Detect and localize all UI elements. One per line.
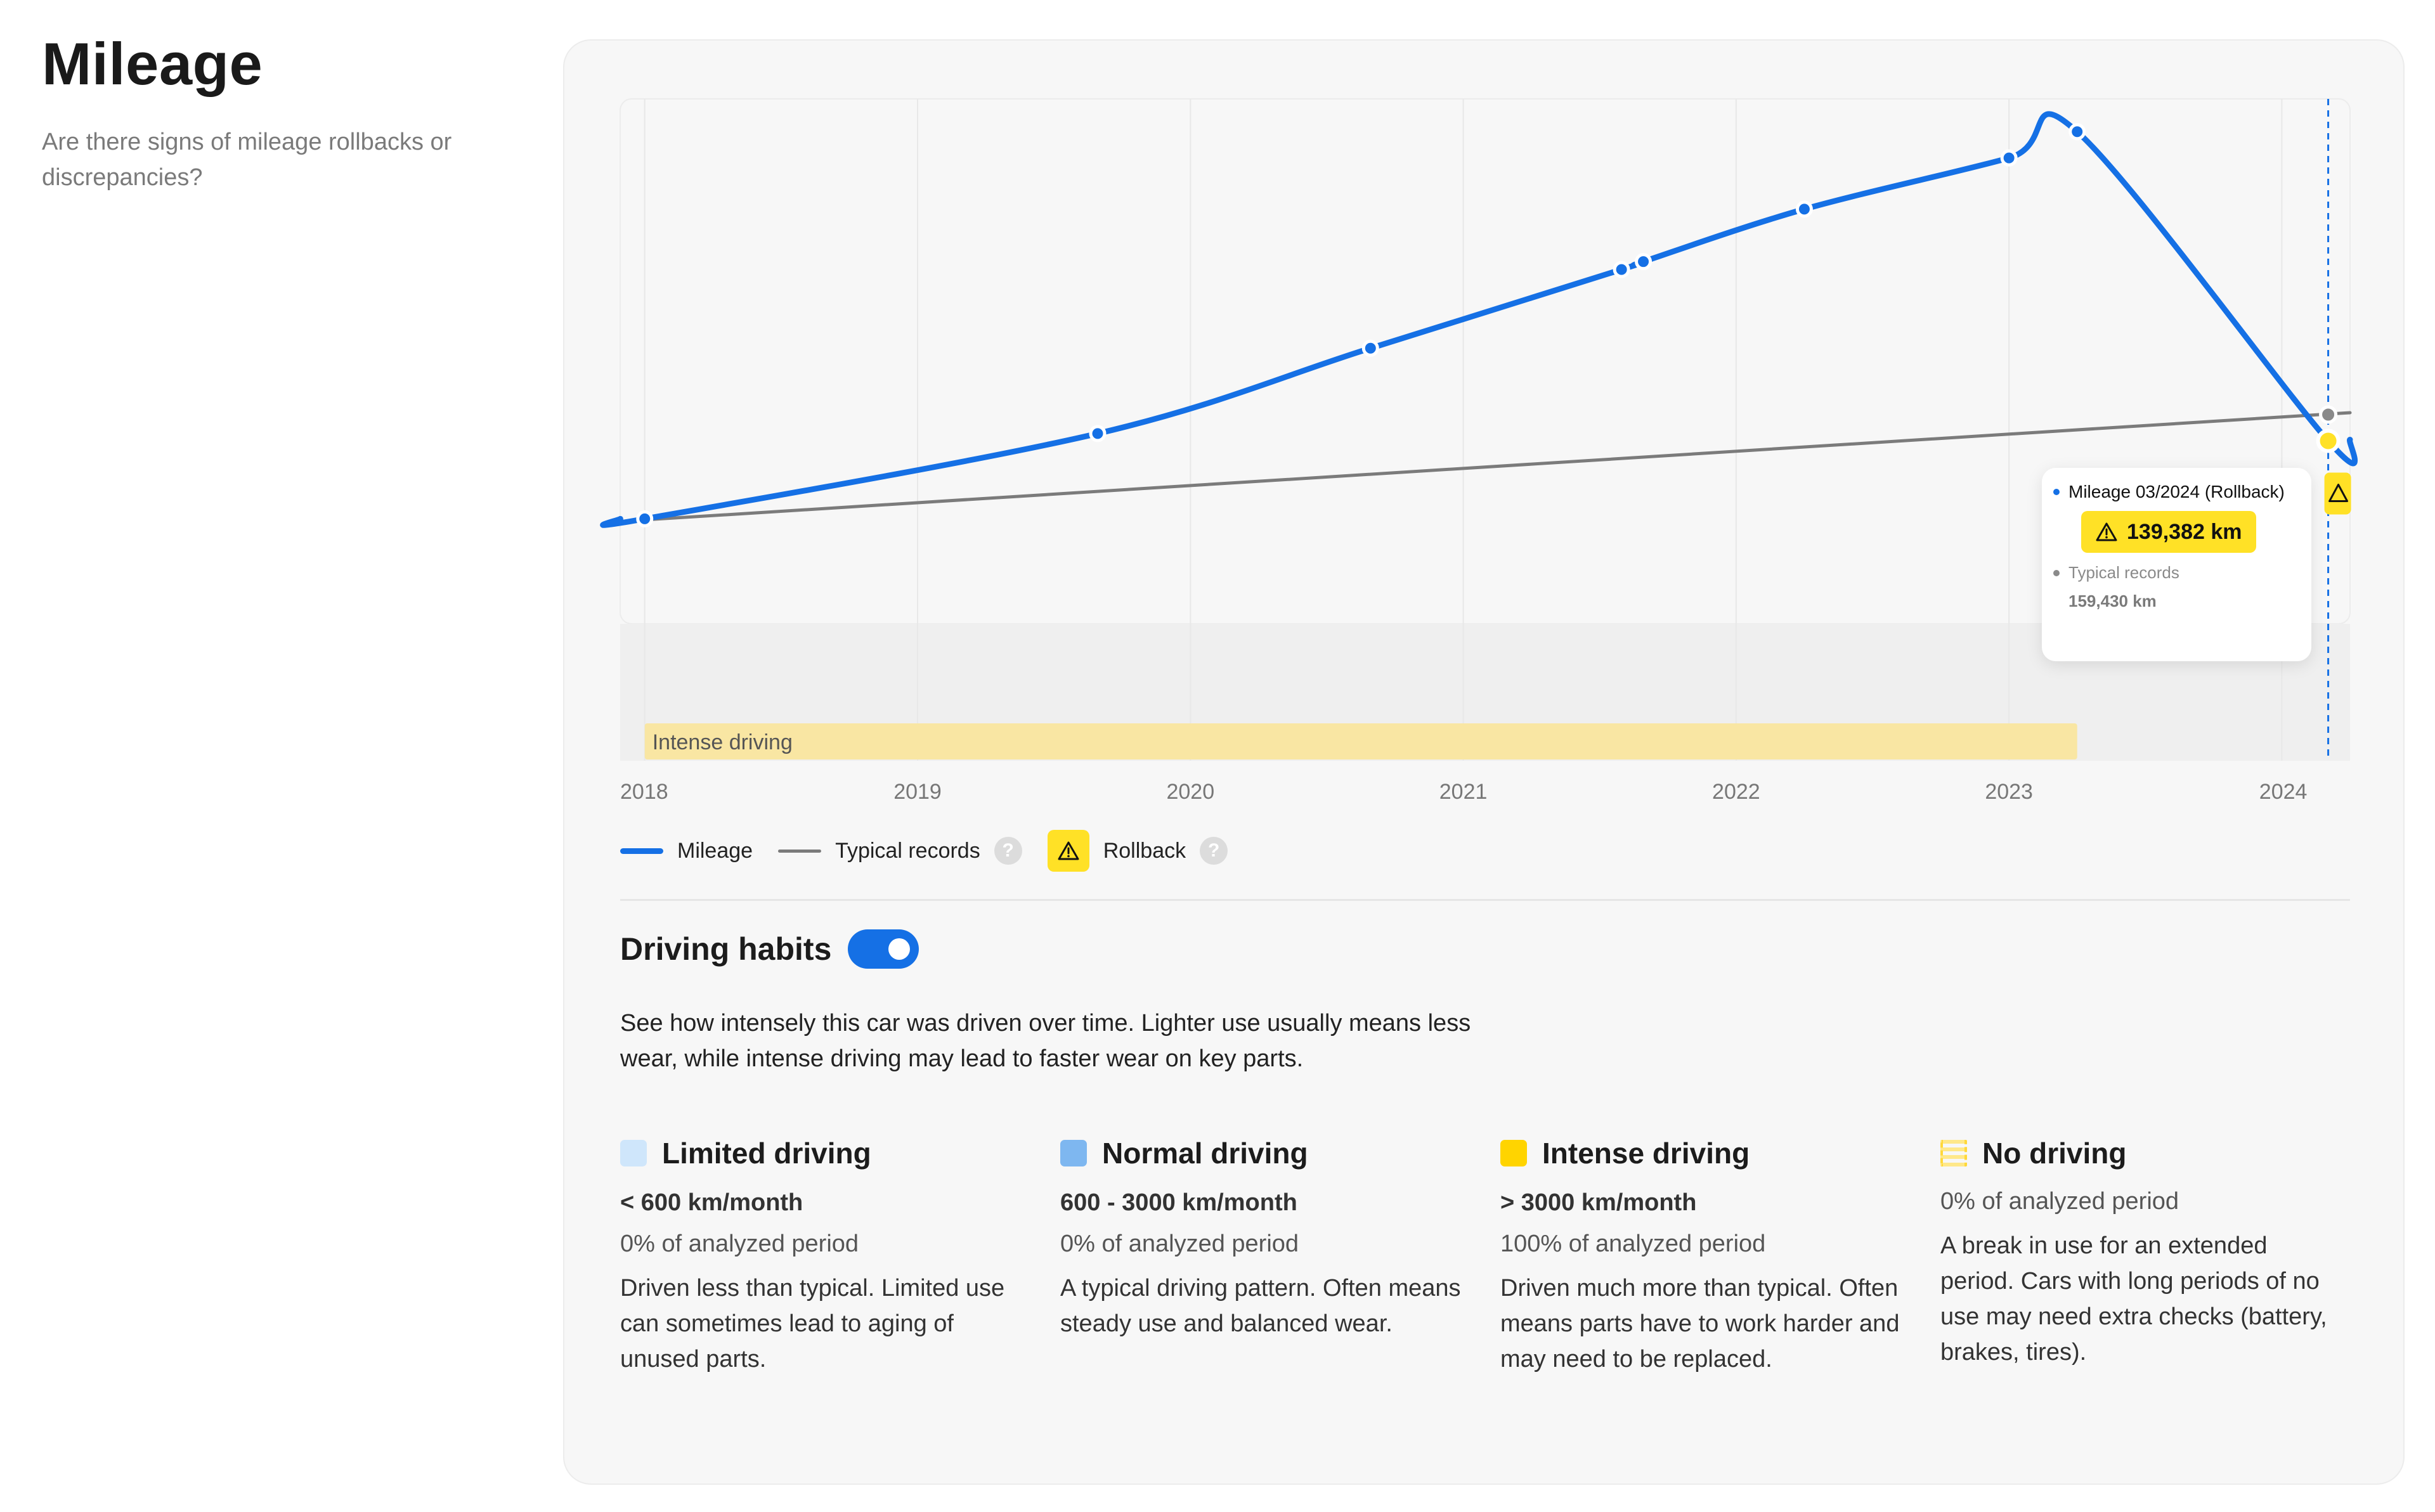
- mileage-point: [636, 510, 654, 527]
- category-name: Limited driving: [662, 1137, 871, 1170]
- tooltip-typical-row: Typical records: [2053, 563, 2300, 583]
- category-text: A typical driving pattern. Often means s…: [1060, 1275, 1461, 1337]
- category-text: A break in use for an extended period. C…: [1940, 1232, 2327, 1366]
- x-tick-label: 2023: [1985, 780, 2033, 804]
- mileage-line: [600, 111, 2358, 528]
- x-tick-label: 2018: [620, 780, 668, 804]
- x-tick-label: 2022: [1712, 780, 1760, 804]
- mileage-point: [1795, 200, 1813, 218]
- category-range: < 600 km/month: [620, 1189, 803, 1216]
- category-limited: Limited driving < 600 km/month 0% of ana…: [620, 1132, 1026, 1377]
- normal-swatch: [1060, 1140, 1087, 1166]
- tooltip-mileage-label: Mileage 03/2024 (Rollback): [2068, 482, 2285, 501]
- driving-habits-title: Driving habits: [620, 931, 832, 967]
- driving-habits-header: Driving habits: [620, 929, 919, 969]
- tooltip-typical-value: 159,430 km: [2068, 591, 2157, 611]
- page-title: Mileage: [42, 30, 263, 97]
- legend-mileage-swatch: [620, 848, 663, 854]
- typical-records-line: [619, 411, 2352, 523]
- rollback-help-icon[interactable]: ?: [1200, 837, 1228, 865]
- x-tick-label: 2019: [893, 780, 942, 804]
- category-share: 100% of analyzed period: [1500, 1231, 1766, 1257]
- x-tick-label: 2021: [1439, 780, 1488, 804]
- chart-legend: Mileage Typical records ? Rollback ?: [620, 830, 1253, 872]
- section-divider: [620, 899, 2350, 901]
- category-name: Intense driving: [1542, 1137, 1750, 1170]
- legend-typical-swatch: [778, 849, 822, 853]
- tooltip-typical-label: Typical records: [2068, 563, 2179, 582]
- category-text: Driven less than typical. Limited use ca…: [620, 1275, 1005, 1373]
- category-share: 0% of analyzed period: [620, 1231, 859, 1257]
- warning-icon: [1058, 841, 1079, 860]
- rollback-marker-warning-icon: [2328, 483, 2349, 502]
- page-subtitle: Are there signs of mileage rollbacks or …: [42, 129, 452, 191]
- mileage-point: [2000, 149, 2018, 167]
- category-name: Normal driving: [1102, 1137, 1308, 1170]
- mileage-point: [1361, 339, 1379, 357]
- toggle-knob: [888, 938, 911, 960]
- legend-rollback-label: Rollback: [1103, 838, 1186, 863]
- mileage-header: Mileage Are there signs of mileage rollb…: [42, 29, 536, 195]
- rollback-marker: [2324, 472, 2351, 515]
- category-range: 600 - 3000 km/month: [1060, 1189, 1297, 1216]
- driving-habits-description: See how intensely this car was driven ov…: [620, 1010, 1471, 1072]
- category-normal: Normal driving 600 - 3000 km/month 0% of…: [1060, 1132, 1466, 1341]
- limited-swatch: [620, 1140, 647, 1166]
- legend-mileage-label: Mileage: [677, 838, 753, 863]
- chart-tooltip: Mileage 03/2024 (Rollback) 139,382 km Ty…: [2042, 468, 2311, 661]
- typical-point: [2319, 405, 2338, 424]
- category-no-driving: No driving 0% of analyzed period A break…: [1940, 1132, 2346, 1370]
- mileage-point: [1613, 261, 1630, 278]
- warning-icon: [2096, 522, 2117, 541]
- tooltip-mileage-dot: [2053, 489, 2060, 495]
- mileage-point: [1089, 425, 1107, 443]
- driving-categories: Limited driving < 600 km/month 0% of ana…: [620, 1132, 2383, 1462]
- category-text: Driven much more than typical. Often mea…: [1500, 1275, 1900, 1373]
- legend-typical-label: Typical records: [835, 838, 980, 863]
- category-share: 0% of analyzed period: [1940, 1188, 2179, 1215]
- legend-typical: Typical records ?: [778, 837, 1022, 865]
- legend-mileage: Mileage: [620, 839, 753, 863]
- x-tick-label: 2024: [2259, 780, 2308, 804]
- tooltip-mileage-value: 139,382 km: [2127, 519, 2242, 544]
- tooltip-rollback-badge: 139,382 km: [2081, 511, 2256, 553]
- intense-swatch: [1500, 1140, 1527, 1166]
- x-tick-label: 2020: [1166, 780, 1214, 804]
- tooltip-mileage-row: Mileage 03/2024 (Rollback): [2053, 482, 2300, 502]
- category-name: No driving: [1982, 1137, 2127, 1170]
- band-label: Intense driving: [653, 730, 793, 754]
- category-range: > 3000 km/month: [1500, 1189, 1697, 1216]
- mileage-point: [1635, 253, 1653, 271]
- typical-help-icon[interactable]: ?: [994, 837, 1022, 865]
- category-intense: Intense driving > 3000 km/month 100% of …: [1500, 1132, 1906, 1377]
- mileage-card: Intense driving 2018 2019 2020 2021 2022 2023…: [563, 39, 2405, 1485]
- legend-rollback: Rollback ?: [1047, 830, 1228, 872]
- tooltip-typical-dot: [2053, 569, 2060, 576]
- rollback-point: [2316, 429, 2341, 453]
- category-share: 0% of analyzed period: [1060, 1231, 1299, 1257]
- intense-driving-band: [644, 723, 2077, 759]
- legend-rollback-swatch: [1047, 830, 1089, 872]
- driving-habits-toggle[interactable]: [848, 929, 919, 969]
- no-driving-swatch: [1940, 1140, 1967, 1166]
- mileage-point: [2068, 123, 2086, 141]
